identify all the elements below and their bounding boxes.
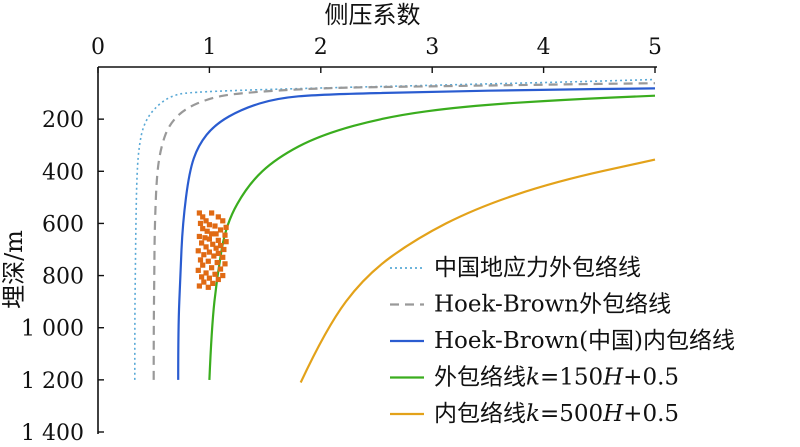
x-tick-label: 1 xyxy=(202,35,216,60)
legend-label-4: 外包络线k=150H+0.5 xyxy=(434,365,679,391)
scatter-point xyxy=(199,274,205,280)
scatter-point xyxy=(203,218,209,224)
scatter-point xyxy=(210,280,216,286)
y-tick-label: 400 xyxy=(42,160,84,185)
scatter-point xyxy=(212,271,218,277)
scatter-point xyxy=(203,244,209,250)
scatter-point xyxy=(212,223,218,229)
scatter-point xyxy=(209,265,215,271)
scatter-point xyxy=(204,228,210,234)
scatter-point xyxy=(196,210,202,216)
y-tick-label: 1 400 xyxy=(21,421,84,446)
scatter-point xyxy=(197,220,204,227)
legend-label-5: 内包络线k=500H+0.5 xyxy=(434,401,679,427)
legend-label-1: 中国地应力外包络线 xyxy=(434,255,641,281)
scatter-point xyxy=(195,248,201,254)
scatter-point xyxy=(213,231,219,237)
scatter-point xyxy=(206,222,212,228)
scatter-point xyxy=(197,257,204,263)
scatter-point xyxy=(222,232,228,238)
scatter-point xyxy=(215,250,221,257)
scatter-point xyxy=(215,214,221,220)
scatter-point xyxy=(211,253,217,259)
scatter-point xyxy=(213,245,219,251)
series-line-3 xyxy=(177,87,656,380)
scatter-point xyxy=(199,240,205,246)
scatter-point xyxy=(220,254,226,260)
scatter-point xyxy=(210,241,216,247)
x-tick-label: 5 xyxy=(648,35,662,60)
scatter-point xyxy=(196,283,202,289)
scatter-point xyxy=(222,261,228,267)
scatter-point xyxy=(195,267,201,273)
y-tick-label: 1 200 xyxy=(21,369,84,394)
series-line-4 xyxy=(208,94,656,380)
scatter-point xyxy=(209,231,215,237)
scatter-point xyxy=(217,227,224,233)
x-tick-label: 0 xyxy=(91,35,105,60)
scatter-point xyxy=(201,279,207,285)
scatter-point xyxy=(202,235,208,241)
y-tick-label: 800 xyxy=(42,265,84,290)
scatter-point xyxy=(200,226,206,232)
scatter-point xyxy=(205,284,211,290)
scatter-point xyxy=(206,249,212,255)
scatter-points xyxy=(195,210,229,290)
axes: 0 1 2 3 4 5 侧压系数 200 400 600 800 1 000 1 200 1 400 埋深/… xyxy=(0,1,662,446)
scatter-point xyxy=(217,242,224,249)
scatter-point xyxy=(203,270,209,276)
scatter-point xyxy=(209,210,215,216)
y-tick-label: 600 xyxy=(42,212,84,237)
legend-label-3: Hoek-Brown(中国)内包络线 xyxy=(434,328,735,354)
scatter-point xyxy=(214,259,220,266)
x-tick-label: 4 xyxy=(537,35,551,60)
scatter-point xyxy=(200,262,206,268)
scatter-point xyxy=(206,236,212,242)
scatter-point xyxy=(196,233,202,240)
scatter-point xyxy=(221,246,227,253)
scatter-point xyxy=(215,237,221,243)
scatter-point xyxy=(205,258,211,264)
scatter-point xyxy=(200,214,206,220)
y-tick-label: 1 000 xyxy=(21,317,84,342)
scatter-point xyxy=(217,266,224,272)
scatter-point xyxy=(206,275,212,281)
x-tick-label: 2 xyxy=(314,35,328,60)
x-axis-title: 侧压系数 xyxy=(325,1,421,29)
scatter-point xyxy=(220,272,226,279)
scatter-point xyxy=(223,239,229,245)
legend: 中国地应力外包络线 Hoek-Brown外包络线 Hoek-Brown(中国)内包络… xyxy=(390,255,735,427)
scatter-point xyxy=(220,218,226,224)
scatter-point xyxy=(223,224,229,230)
series-line-2 xyxy=(152,82,656,380)
series-layer xyxy=(134,78,656,383)
scatter-point xyxy=(215,276,221,283)
x-tick-label: 3 xyxy=(425,35,439,60)
y-axis-title: 埋深/m xyxy=(0,230,28,309)
scatter-point xyxy=(201,252,207,258)
series-line-5 xyxy=(299,158,656,383)
y-tick-label: 200 xyxy=(42,108,84,133)
legend-label-2: Hoek-Brown外包络线 xyxy=(434,292,671,318)
